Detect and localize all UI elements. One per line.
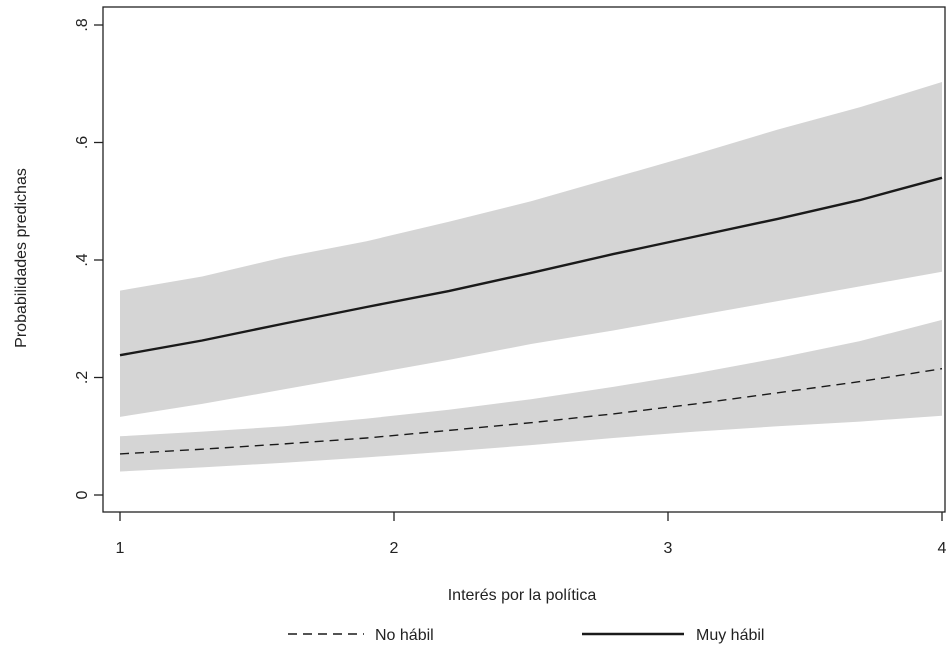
y-tick-label: .8 — [74, 18, 91, 31]
legend: No hábil Muy hábil — [288, 627, 764, 644]
legend-label-muy-habil: Muy hábil — [696, 627, 764, 644]
x-axis: 1 2 3 4 — [116, 512, 947, 557]
x-axis-title: Interés por la política — [448, 587, 597, 604]
x-tick-label: 2 — [390, 540, 399, 557]
y-tick-label: .2 — [74, 371, 91, 384]
y-tick-label: .6 — [74, 136, 91, 149]
x-tick-label: 4 — [938, 540, 947, 557]
y-axis: 0 .2 .4 .6 .8 — [74, 18, 103, 499]
y-axis-title: Probabilidades predichas — [13, 168, 30, 348]
x-tick-label: 1 — [116, 540, 125, 557]
y-tick-label: 0 — [74, 490, 91, 499]
confidence-bands — [120, 82, 942, 472]
legend-label-no-habil: No hábil — [375, 627, 434, 644]
x-tick-label: 3 — [664, 540, 673, 557]
y-tick-label: .4 — [74, 253, 91, 266]
